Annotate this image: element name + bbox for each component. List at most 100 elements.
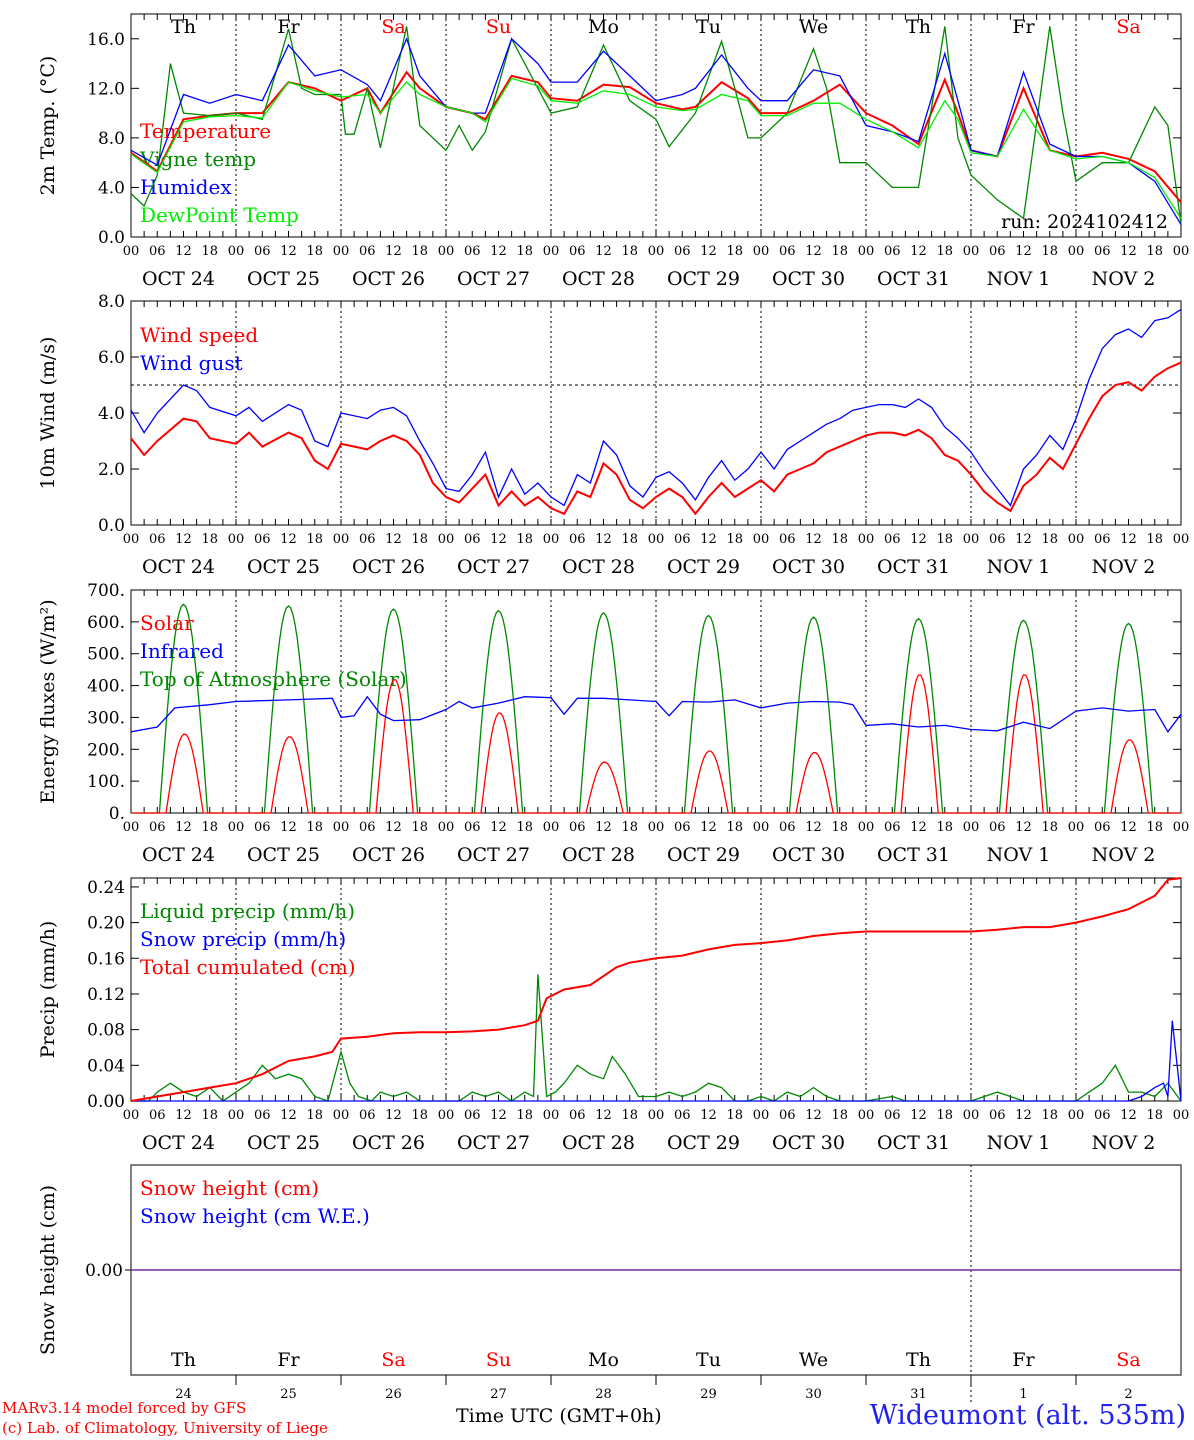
- legend-entry: Solar: [140, 611, 194, 635]
- hour-tick-label: 00: [438, 244, 455, 259]
- hour-tick-label: 12: [280, 532, 297, 547]
- date-label: NOV 1: [987, 268, 1051, 290]
- hour-tick-label: 00: [1173, 1108, 1190, 1123]
- hour-tick-label: 12: [175, 532, 192, 547]
- hour-tick-label: 00: [1173, 244, 1190, 259]
- hour-tick-label: 18: [726, 244, 743, 259]
- hour-tick-label: 06: [779, 820, 796, 835]
- y-tick-label: 700.: [87, 581, 125, 601]
- hour-tick-label: 00: [1173, 820, 1190, 835]
- hour-tick-label: 18: [306, 820, 323, 835]
- y-tick-label: 2.0: [98, 460, 125, 480]
- y-axis-label: 2m Temp. (°C): [37, 56, 59, 196]
- hour-tick-label: 06: [464, 820, 481, 835]
- weekday-label: Sa: [1116, 16, 1140, 38]
- day-number-label: 25: [280, 1387, 297, 1402]
- hour-tick-label: 00: [333, 532, 350, 547]
- hour-tick-label: 06: [359, 1108, 376, 1123]
- date-label: OCT 31: [877, 556, 950, 578]
- hour-tick-label: 06: [464, 244, 481, 259]
- hour-tick-label: 06: [1094, 1108, 1111, 1123]
- day-number-label: 24: [175, 1387, 192, 1402]
- hour-tick-label: 06: [569, 244, 586, 259]
- weekday-label: Mo: [588, 1349, 619, 1371]
- date-label: OCT 28: [562, 1132, 635, 1154]
- hour-tick-label: 18: [1146, 1108, 1163, 1123]
- hour-tick-label: 12: [490, 244, 507, 259]
- run-label: run: 2024102412: [1001, 211, 1168, 233]
- model-credit-line1: MARv3.14 model forced by GFS: [2, 1399, 247, 1417]
- weekday-label: Tu: [696, 1349, 721, 1371]
- series-line: [130, 26, 1182, 225]
- hour-tick-label: 12: [490, 532, 507, 547]
- date-label: OCT 26: [352, 268, 425, 290]
- weekday-label: Th: [906, 16, 931, 38]
- hour-tick-label: 06: [884, 244, 901, 259]
- hour-tick-label: 06: [464, 1108, 481, 1123]
- hour-tick-label: 18: [201, 244, 218, 259]
- hour-tick-label: 00: [123, 244, 140, 259]
- hour-tick-label: 18: [1146, 532, 1163, 547]
- hour-tick-label: 00: [123, 532, 140, 547]
- y-axis-label: Precip (mm/h): [37, 921, 59, 1059]
- hour-tick-label: 00: [438, 1108, 455, 1123]
- weekday-label: Sa: [381, 16, 405, 38]
- panel-5: 0.00 Th 24 Fr 25 Sa 26 Su 27 Mo 28 Tu 29 We 30 Th 31 Fr 1 S…: [37, 1164, 1182, 1405]
- hour-tick-label: 06: [989, 244, 1006, 259]
- date-label: NOV 2: [1092, 268, 1156, 290]
- hour-tick-label: 12: [280, 1108, 297, 1123]
- hour-tick-label: 12: [1015, 820, 1032, 835]
- hour-tick-label: 12: [910, 1108, 927, 1123]
- hour-tick-label: 00: [228, 244, 245, 259]
- hour-tick-label: 06: [254, 1108, 271, 1123]
- date-label: NOV 1: [987, 556, 1051, 578]
- weekday-label: Tu: [696, 16, 721, 38]
- weekday-label: We: [799, 16, 828, 38]
- hour-tick-label: 06: [989, 1108, 1006, 1123]
- hour-tick-label: 00: [228, 532, 245, 547]
- y-tick-label: 0.00: [87, 1092, 125, 1112]
- y-tick-label: 500.: [87, 645, 125, 665]
- hour-tick-label: 06: [569, 1108, 586, 1123]
- hour-tick-label: 00: [648, 1108, 665, 1123]
- y-tick-label: 16.0: [87, 30, 125, 50]
- y-tick-label: 400.: [87, 677, 125, 697]
- hour-tick-label: 18: [726, 820, 743, 835]
- hour-tick-label: 06: [884, 820, 901, 835]
- date-label: OCT 30: [772, 556, 845, 578]
- y-tick-label: 8.0: [98, 129, 125, 149]
- hour-tick-label: 12: [1120, 820, 1137, 835]
- hour-tick-label: 00: [858, 820, 875, 835]
- day-number-label: 1: [1019, 1387, 1027, 1402]
- hour-tick-label: 18: [516, 820, 533, 835]
- date-label: OCT 25: [247, 268, 320, 290]
- y-tick-label: 0.0: [98, 228, 125, 248]
- hour-tick-label: 06: [254, 244, 271, 259]
- y-axis-label: Snow height (cm): [37, 1185, 59, 1355]
- hour-tick-label: 00: [543, 532, 560, 547]
- hour-tick-label: 18: [411, 244, 428, 259]
- hour-tick-label: 18: [831, 532, 848, 547]
- hour-tick-label: 00: [858, 1108, 875, 1123]
- hour-tick-label: 00: [1068, 820, 1085, 835]
- hour-tick-label: 00: [1068, 244, 1085, 259]
- day-number-label: 2: [1124, 1387, 1132, 1402]
- hour-tick-label: 12: [280, 244, 297, 259]
- date-label: OCT 25: [247, 556, 320, 578]
- hour-tick-label: 00: [648, 244, 665, 259]
- legend-entry: Temperature: [140, 119, 271, 143]
- hour-tick-label: 12: [175, 1108, 192, 1123]
- date-label: OCT 27: [457, 556, 530, 578]
- y-axis-label: Energy fluxes (W/m²): [37, 599, 59, 803]
- hour-tick-label: 12: [1120, 244, 1137, 259]
- y-tick-label: 0.: [109, 804, 125, 824]
- hour-tick-label: 06: [1094, 532, 1111, 547]
- hour-tick-label: 18: [726, 1108, 743, 1123]
- hour-tick-label: 12: [595, 820, 612, 835]
- hour-tick-label: 18: [621, 1108, 638, 1123]
- hour-tick-label: 18: [1146, 820, 1163, 835]
- hour-tick-label: 00: [123, 1108, 140, 1123]
- date-label: OCT 24: [142, 268, 215, 290]
